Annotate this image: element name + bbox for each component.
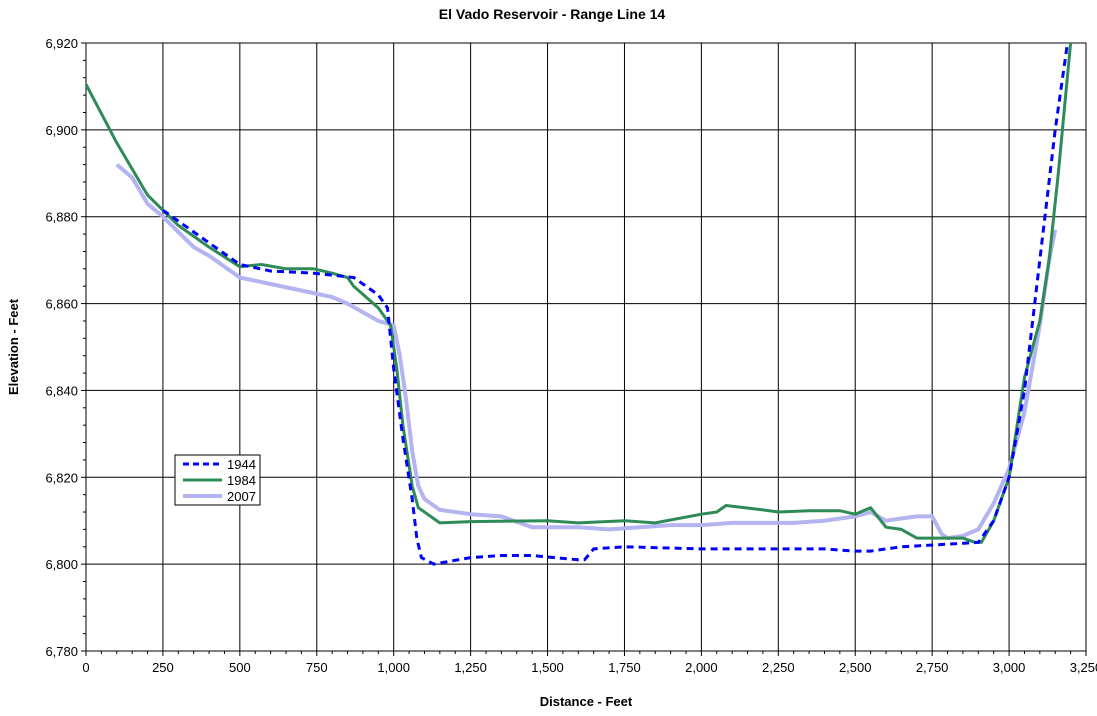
x-tick-label: 2,250 [762,660,795,675]
y-tick-label: 6,920 [45,36,78,51]
x-tick-label: 250 [152,660,174,675]
y-tick-label: 6,820 [45,470,78,485]
legend-label: 2007 [227,489,256,504]
x-tick-label: 3,250 [1070,660,1097,675]
x-tick-label: 2,750 [916,660,949,675]
plot-area [85,42,1087,652]
y-tick-label: 6,840 [45,383,78,398]
y-tick-label: 6,880 [45,210,78,225]
chart-title: El Vado Reservoir - Range Line 14 [439,6,666,22]
series-line-1944 [162,42,1069,566]
x-tick-label: 750 [306,660,328,675]
y-tick-label: 6,800 [45,557,78,572]
x-tick-label: 1,750 [608,660,641,675]
y-axis-title: Elevation - Feet [6,298,21,395]
series-lines [84,42,1073,566]
x-tick-label: 0 [82,660,89,675]
x-axis-ticks: 0 250 500 750 1,000 1,250 1,500 1,750 2,000 2,250… [82,651,1097,675]
y-tick-label: 6,780 [45,644,78,659]
legend-label: 1944 [227,457,256,472]
x-tick-label: 500 [229,660,251,675]
y-axis-ticks: 6,780 6,800 6,820 6,840 6,860 6,880 6,900 6,920 [45,36,86,659]
x-axis-title: Distance - Feet [540,694,633,709]
x-tick-label: 2,500 [839,660,872,675]
legend-label: 1984 [227,473,256,488]
x-tick-label: 1,000 [377,660,410,675]
y-tick-label: 6,860 [45,297,78,312]
x-tick-label: 1,500 [531,660,564,675]
x-tick-label: 2,000 [685,660,718,675]
x-tick-label: 3,000 [993,660,1026,675]
x-tick-label: 1,250 [454,660,487,675]
y-tick-label: 6,900 [45,123,78,138]
